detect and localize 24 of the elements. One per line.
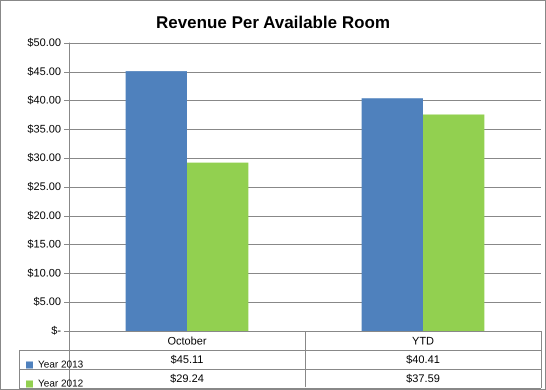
bar [126,71,187,331]
y-tick-label: $15.00 [27,238,61,251]
y-tick-label: $40.00 [27,94,61,107]
legend-label: Year 2012 [38,378,84,390]
data-label: $29.24 [170,372,204,384]
data-label: $37.59 [406,372,440,384]
x-tick-label: YTD [412,336,434,348]
y-tick-label: $30.00 [27,152,61,164]
y-tick-label: $10.00 [27,267,61,280]
bar [423,114,484,331]
y-tick-label: $20.00 [27,210,61,222]
y-tick-label: $45.00 [27,66,61,78]
x-tick-label: October [167,336,207,348]
y-tick-label: $- [51,325,62,337]
y-tick-label: $5.00 [33,296,61,308]
y-tick-label: $35.00 [27,123,61,136]
y-tick-label: $25.00 [27,181,61,193]
bar [362,98,423,331]
legend-label: Year 2013 [38,360,84,370]
data-label: $45.11 [170,354,204,366]
data-label: $40.41 [406,354,440,366]
bar [187,162,248,331]
y-tick-label: $50.00 [27,37,61,49]
chart-title: Revenue Per Available Room [156,13,390,32]
